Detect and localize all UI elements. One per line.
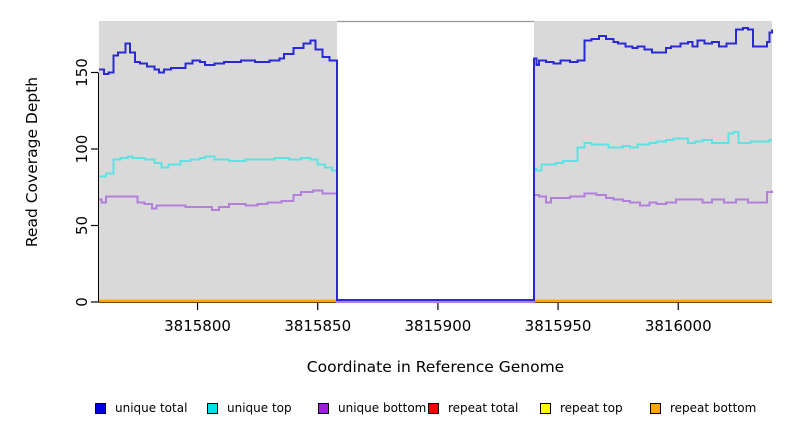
legend-label-unique_bottom: unique bottom	[338, 401, 427, 415]
legend-item-unique_bottom: unique bottom	[318, 399, 426, 417]
y-tick-label: 0	[73, 297, 91, 307]
legend-item-unique_top: unique top	[207, 399, 292, 417]
x-tick-label: 3815850	[284, 317, 351, 335]
legend-item-repeat_bottom: repeat bottom	[650, 399, 756, 417]
series-line-unique_top	[99, 131, 772, 303]
y-tick-label: 150	[73, 58, 91, 87]
legend-label-repeat_top: repeat top	[560, 401, 623, 415]
legend-item-repeat_top: repeat top	[540, 399, 623, 417]
y-tick-label: 50	[73, 216, 91, 235]
legend-label-repeat_total: repeat total	[448, 401, 519, 415]
x-tick-label: 3815800	[164, 317, 231, 335]
x-tick-label: 3816000	[645, 317, 712, 335]
x-tick-label: 3815950	[525, 317, 592, 335]
legend-swatch-unique_top	[207, 402, 218, 414]
legend-item-repeat_total: repeat total	[428, 399, 518, 417]
gap-region	[336, 21, 535, 302]
y-axis-title: Read Coverage Depth	[23, 76, 41, 248]
x-tick-label: 3815900	[404, 317, 471, 335]
legend-label-unique_top: unique top	[227, 401, 292, 415]
legend-item-unique_total: unique total	[95, 399, 187, 417]
y-tick-label: 100	[73, 135, 91, 164]
series-line-unique_total	[99, 27, 773, 301]
legend: unique total unique top unique bottom repea…	[0, 399, 792, 419]
x-axis-title: Coordinate in Reference Genome	[306, 358, 565, 376]
legend-swatch-repeat_top	[540, 402, 551, 414]
legend-label-unique_total: unique total	[115, 401, 188, 415]
series-line-unique_bottom	[99, 189, 773, 303]
legend-swatch-repeat_total	[428, 402, 439, 414]
legend-swatch-repeat_bottom	[650, 402, 661, 414]
legend-swatch-unique_bottom	[318, 402, 329, 414]
legend-swatch-unique_total	[95, 402, 106, 414]
legend-label-repeat_bottom: repeat bottom	[670, 401, 757, 415]
